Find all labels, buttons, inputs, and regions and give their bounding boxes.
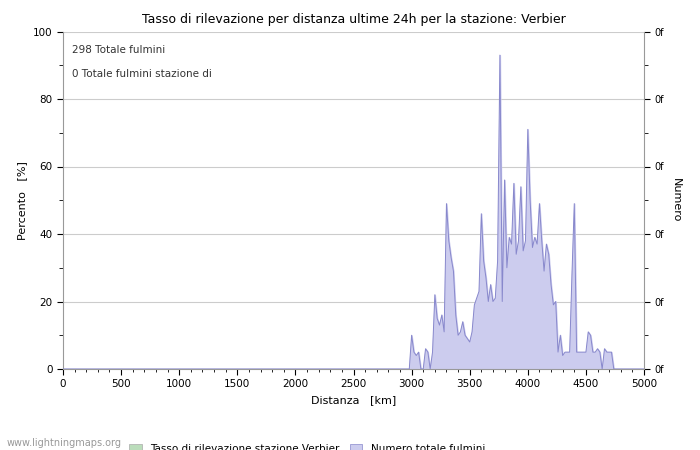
Title: Tasso di rilevazione per distanza ultime 24h per la stazione: Verbier: Tasso di rilevazione per distanza ultime… (141, 13, 566, 26)
Text: 0 Totale fulmini stazione di: 0 Totale fulmini stazione di (71, 68, 211, 79)
Text: 298 Totale fulmini: 298 Totale fulmini (71, 45, 165, 55)
X-axis label: Distanza   [km]: Distanza [km] (311, 395, 396, 405)
Y-axis label: Numero: Numero (671, 178, 680, 222)
Y-axis label: Percento   [%]: Percento [%] (18, 161, 27, 240)
Legend: Tasso di rilevazione stazione Verbier, Numero totale fulmini: Tasso di rilevazione stazione Verbier, N… (125, 440, 489, 450)
Text: www.lightningmaps.org: www.lightningmaps.org (7, 438, 122, 448)
